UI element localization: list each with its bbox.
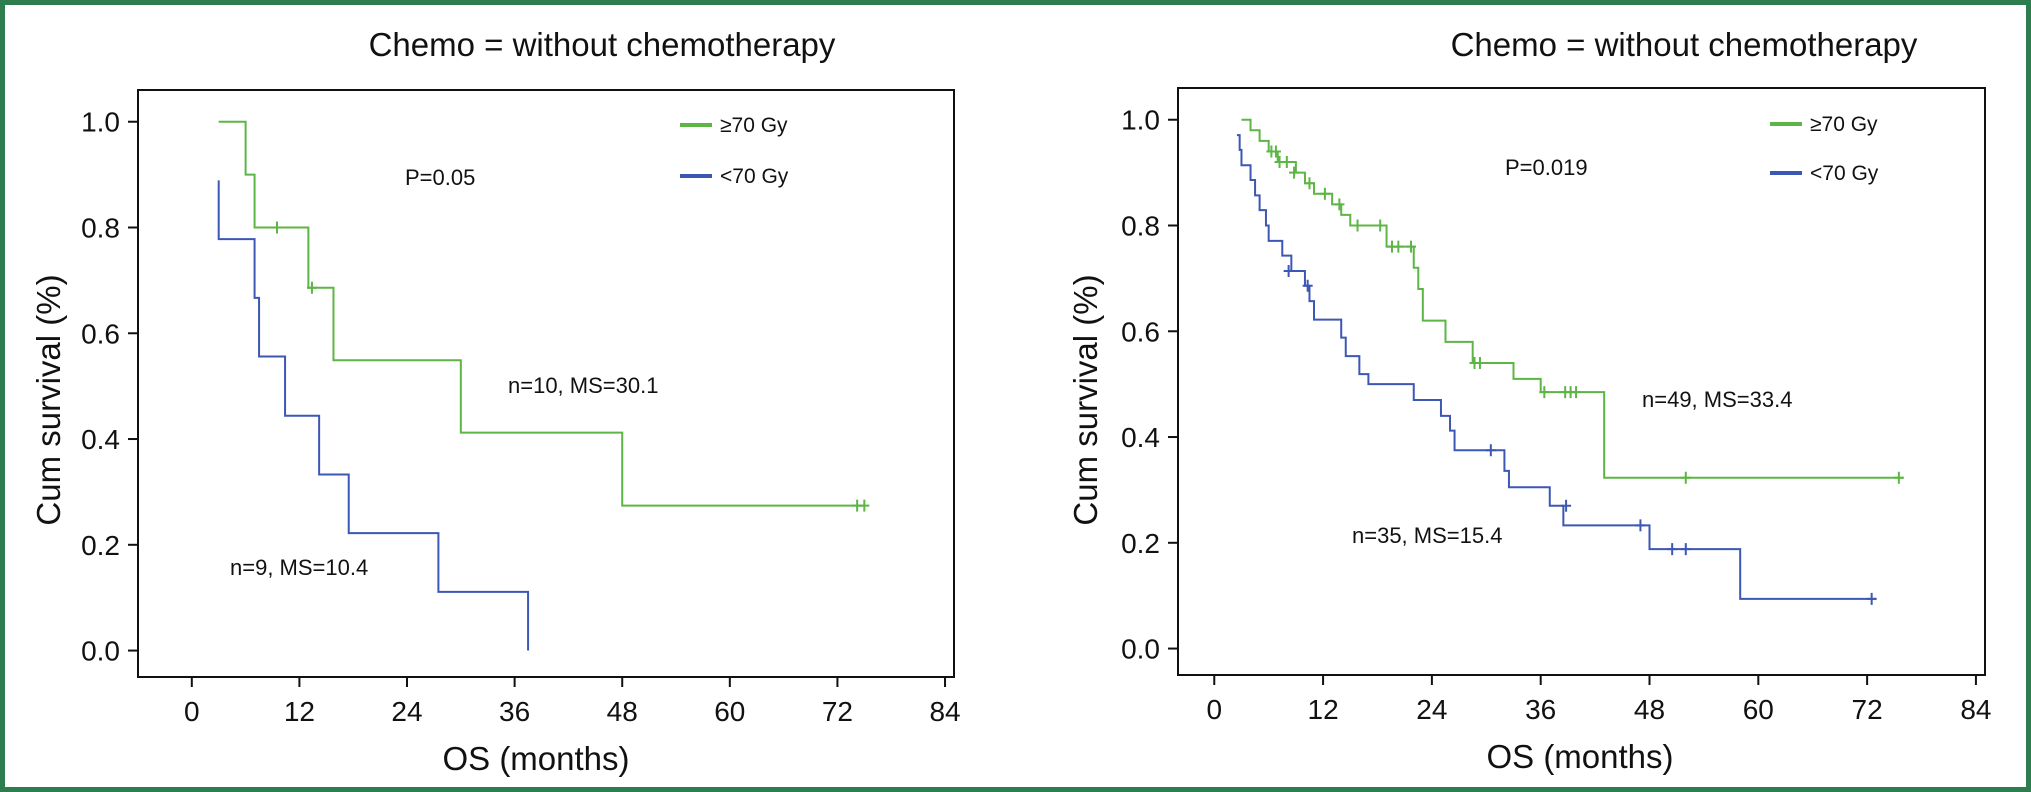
chart-panel-right: Chemo = without chemotherapy 0 12 24 36 48 60…	[1067, 26, 1992, 775]
x-axis: 0 12 24 36 48 60 72 84	[1206, 675, 1992, 725]
y-axis: 0.0 0.2 0.4 0.6 0.8 1.0	[81, 107, 138, 667]
y-tick-label: 0.4	[1121, 422, 1160, 453]
x-tick-label: 48	[607, 696, 638, 727]
x-tick-label: 48	[1634, 694, 1665, 725]
x-tick-label: 60	[1743, 694, 1774, 725]
x-axis: 0 12 24 36 48 60 72 84	[184, 677, 961, 727]
x-tick-label: 12	[1308, 694, 1339, 725]
censor-mark-high-dose	[1539, 386, 1550, 399]
censor-mark-high-dose	[1304, 177, 1315, 190]
censor-mark-high-dose	[1352, 219, 1363, 232]
x-tick-label: 60	[714, 696, 745, 727]
survival-curve-high-dose	[218, 120, 865, 507]
censor-mark-low-dose	[1667, 543, 1678, 556]
y-tick-label: 1.0	[1121, 105, 1160, 136]
y-axis-label: Cum survival (%)	[1067, 274, 1104, 525]
chart-title: Chemo = without chemotherapy	[1451, 26, 1918, 63]
censor-mark-high-dose	[1334, 198, 1345, 211]
y-tick-label: 0.8	[81, 212, 120, 243]
survival-curves	[217, 120, 870, 651]
x-tick-label: 24	[1416, 694, 1447, 725]
censor-mark-low-dose	[1866, 592, 1877, 605]
censor-mark-low-dose	[1680, 543, 1691, 556]
p-value-label: P=0.05	[405, 165, 475, 190]
series-annotation-high-dose: n=49, MS=33.4	[1642, 387, 1792, 412]
x-tick-label: 72	[822, 696, 853, 727]
x-tick-label: 84	[1960, 694, 1991, 725]
legend: ≥70 Gy <70 Gy	[1770, 113, 1879, 185]
y-tick-label: 0.0	[1121, 634, 1160, 665]
p-value-label: P=0.019	[1505, 155, 1588, 180]
censor-mark-high-dose	[1571, 386, 1582, 399]
censor-mark-high-dose	[306, 281, 317, 294]
censor-mark-high-dose	[1319, 187, 1330, 200]
censor-mark-high-dose	[1406, 240, 1417, 253]
series-annotation-high-dose: n=10, MS=30.1	[508, 373, 658, 398]
censor-mark-high-dose	[1893, 471, 1904, 484]
y-tick-label: 0.6	[81, 318, 120, 349]
y-tick-label: 0.8	[1121, 210, 1160, 241]
censor-mark-low-dose	[1561, 499, 1572, 512]
legend: ≥70 Gy <70 Gy	[680, 114, 789, 188]
y-tick-label: 0.2	[81, 530, 120, 561]
censor-mark-high-dose	[1270, 145, 1281, 158]
censor-mark-low-dose	[1283, 264, 1294, 277]
chart-title: Chemo = without chemotherapy	[369, 26, 836, 63]
survival-curves	[1236, 118, 1904, 605]
y-axis: 0.0 0.2 0.4 0.6 0.8 1.0	[1121, 105, 1178, 665]
censor-mark-low-dose	[1635, 519, 1646, 532]
x-axis-label: OS (months)	[1486, 738, 1673, 775]
censor-mark-high-dose	[1393, 240, 1404, 253]
y-tick-label: 1.0	[81, 107, 120, 138]
legend-label-low-dose: <70 Gy	[1810, 162, 1879, 185]
censor-mark-high-dose	[1281, 156, 1292, 169]
y-axis-label: Cum survival (%)	[30, 274, 67, 525]
x-tick-label: 36	[1525, 694, 1556, 725]
x-tick-label: 84	[929, 696, 960, 727]
censor-mark-high-dose	[1680, 471, 1691, 484]
censor-mark-high-dose	[271, 221, 282, 234]
x-tick-label: 24	[391, 696, 422, 727]
x-tick-label: 0	[184, 696, 200, 727]
legend-label-low-dose: <70 Gy	[720, 165, 789, 188]
y-tick-label: 0.6	[1121, 316, 1160, 347]
censor-mark-low-dose	[1302, 279, 1313, 292]
x-tick-label: 36	[499, 696, 530, 727]
y-tick-label: 0.2	[1121, 528, 1160, 559]
series-annotation-low-dose: n=35, MS=15.4	[1352, 523, 1502, 548]
censor-mark-high-dose	[1474, 356, 1485, 369]
series-annotation-low-dose: n=9, MS=10.4	[230, 555, 368, 580]
y-tick-label: 0.0	[81, 636, 120, 667]
survival-curve-low-dose	[217, 180, 530, 651]
survival-curve-low-dose	[1236, 134, 1877, 600]
legend-label-high-dose: ≥70 Gy	[720, 114, 788, 137]
plot-area	[137, 89, 955, 678]
x-tick-label: 0	[1206, 694, 1222, 725]
censor-mark-high-dose	[859, 499, 870, 512]
chart-panel-left: Chemo = without chemotherapy 0 12 24 36 48 60…	[30, 26, 961, 777]
censor-mark-high-dose	[1375, 219, 1386, 232]
y-tick-label: 0.4	[81, 424, 120, 455]
censor-mark-low-dose	[1485, 444, 1496, 457]
x-axis-label: OS (months)	[442, 740, 629, 777]
censor-mark-high-dose	[1289, 166, 1300, 179]
x-tick-label: 72	[1852, 694, 1883, 725]
x-tick-label: 12	[284, 696, 315, 727]
legend-label-high-dose: ≥70 Gy	[1810, 113, 1878, 136]
plot-area	[1177, 87, 1986, 676]
